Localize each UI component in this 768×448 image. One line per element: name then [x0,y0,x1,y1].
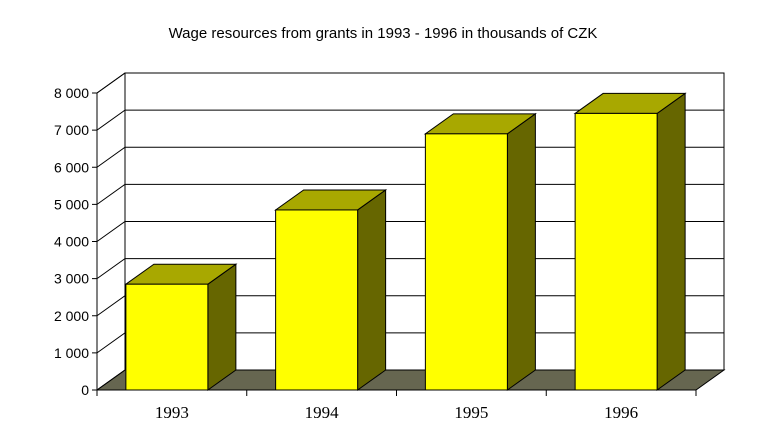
bar [274,188,388,391]
y-tick-label: 7 000 [54,122,89,138]
bar [423,112,537,391]
y-tick-label: 8 000 [54,85,89,101]
x-axis: 1993 1994 1995 1996 [96,389,697,422]
y-tick-label: 3 000 [54,271,89,287]
bar [124,263,238,391]
y-tick-label: 4 000 [54,234,89,250]
gridline [96,109,724,131]
x-tick-label: 1994 [305,403,340,422]
bar-front [424,133,508,391]
bar-front [125,283,209,391]
gridline [96,72,724,94]
y-tick-label: 2 000 [54,308,89,324]
y-tick-label: 6 000 [54,159,89,175]
plot-side-bottom-edge [96,369,126,391]
bar-side [656,92,686,391]
chart-title: Wage resources from grants in 1993 - 199… [169,25,598,42]
bar-side [506,112,536,391]
bar [573,92,687,391]
x-tick-label: 1993 [155,403,189,422]
x-tick-label: 1996 [604,403,638,422]
y-tick-label: 1 000 [54,345,89,361]
y-axis: 0 1 000 2 000 3 000 4 000 5 000 6 000 7 000 8 00… [54,85,97,398]
bar-side [207,263,237,391]
x-tick-label: 1995 [454,403,488,422]
bar-side [357,188,387,391]
bar-front [275,209,359,391]
y-tick-label: 5 000 [54,196,89,212]
bars [124,92,687,391]
bar-front [574,112,658,391]
y-tick-label: 0 [81,382,89,398]
